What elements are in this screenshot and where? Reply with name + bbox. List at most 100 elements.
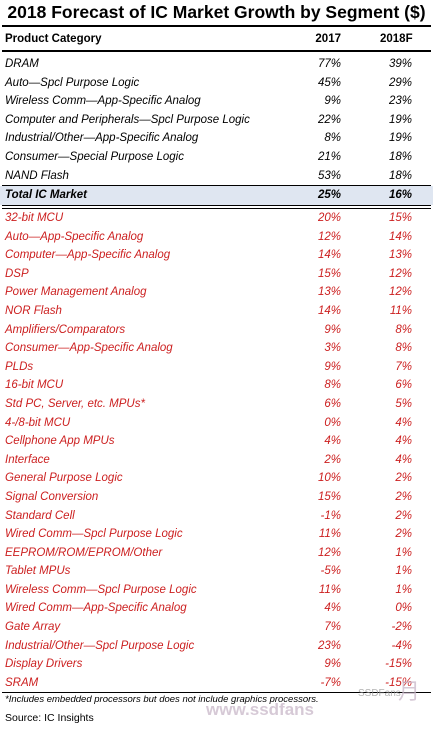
value-2018f-cell: 39% [388, 58, 412, 70]
header-rule [2, 50, 431, 52]
table-row: 16-bit MCU 8% 6% [0, 376, 433, 395]
value-2017-cell: 8% [324, 379, 341, 392]
category-cell: Computer—App-Specific Analog [5, 249, 171, 262]
table-row: General Purpose Logic 10% 2% [0, 469, 433, 488]
footer-rule [2, 692, 431, 693]
value-2017-cell: 53% [317, 169, 341, 182]
category-cell: Gate Array [5, 621, 61, 634]
value-2018f-cell: 6% [395, 379, 412, 392]
value-2017-cell: 9% [324, 360, 341, 373]
table-row: Amplifiers/Comparators 9% 8% [0, 321, 433, 340]
category-cell: General Purpose Logic [5, 472, 123, 485]
value-2017-cell: 11% [318, 528, 341, 541]
total-row: Total IC Market 25% 16% [0, 186, 433, 205]
table-row: Wired Comm—App-Specific Analog 4% 0% [0, 599, 433, 618]
value-2018f-cell: -2% [391, 621, 412, 634]
watermark-site: www.ssdfans [206, 700, 315, 719]
table-row: Gate Array 7% -2% [0, 618, 433, 637]
table-row: Tablet MPUs -5% 1% [0, 562, 433, 581]
category-cell: Display Drivers [5, 658, 83, 671]
category-cell: Wired Comm—App-Specific Analog [5, 602, 187, 615]
value-2018f-cell: 15% [388, 212, 412, 224]
value-2017-cell: 7% [324, 621, 341, 634]
table-row: Display Drivers 9% -15% [0, 655, 433, 674]
value-2017-cell: 21% [317, 150, 341, 163]
header-product-category: Product Category [5, 33, 102, 45]
value-2017-cell: 20% [317, 212, 341, 224]
value-2018f-cell: 19% [388, 132, 412, 145]
category-cell: EEPROM/ROM/EPROM/Other [5, 546, 163, 559]
value-2017-cell: 12% [317, 230, 341, 243]
value-2017-cell: -5% [320, 565, 341, 578]
category-cell: Auto—Spcl Purpose Logic [5, 76, 140, 89]
value-2017-cell: 25% [317, 189, 341, 201]
value-2018f-cell: 16% [388, 189, 412, 201]
watermark-tag: SSDFans [358, 688, 401, 699]
value-2018f-cell: 12% [388, 267, 412, 280]
value-2018f-cell: 13% [388, 249, 412, 262]
table-row: Auto—Spcl Purpose Logic 45% 29% [0, 74, 433, 93]
table-row: Consumer—Special Purpose Logic 21% 18% [0, 148, 433, 167]
table-row: Standard Cell -1% 2% [0, 507, 433, 526]
category-cell: SRAM [5, 676, 39, 689]
table-row: Computer and Peripherals—Spcl Purpose Lo… [0, 111, 433, 130]
category-cell: DRAM [5, 58, 39, 70]
value-2018f-cell: 1% [395, 583, 412, 596]
table-row: Interface 2% 4% [0, 451, 433, 470]
category-cell: Std PC, Server, etc. MPUs* [5, 397, 145, 410]
value-2018f-cell: 7% [395, 360, 412, 373]
value-2018f-cell: 14% [388, 230, 412, 243]
category-cell: Total IC Market [5, 189, 88, 201]
table-title: 2018 Forecast of IC Market Growth by Seg… [7, 2, 426, 22]
value-2018f-cell: 8% [395, 342, 412, 355]
value-2018f-cell: 19% [388, 113, 412, 126]
category-cell: Signal Conversion [5, 490, 99, 503]
value-2018f-cell: 4% [395, 453, 412, 466]
value-2018f-cell: 2% [395, 490, 412, 503]
category-cell: Wireless Comm—App-Specific Analog [5, 95, 201, 108]
source-line: Source: IC Insights [5, 712, 94, 724]
value-2017-cell: 15% [317, 490, 341, 503]
value-2017-cell: 15% [317, 267, 341, 280]
value-2018f-cell: 18% [388, 169, 412, 182]
value-2018f-cell: 1% [395, 546, 412, 559]
value-2017-cell: 4% [324, 435, 341, 448]
table-row: Industrial/Other—Spcl Purpose Logic 23% -4… [0, 637, 433, 656]
category-cell: Tablet MPUs [5, 565, 71, 578]
value-2018f-cell: 11% [389, 304, 412, 317]
category-cell: DSP [5, 267, 29, 280]
value-2018f-cell: 2% [395, 472, 412, 485]
value-2017-cell: 14% [317, 249, 341, 262]
category-cell: Cellphone App MPUs [5, 435, 115, 448]
top-segment-rows: DRAM 77% 39% Auto—Spcl Purpose Logic 45% 29% W… [0, 55, 433, 185]
value-2017-cell: 0% [324, 416, 341, 429]
table-row: Cellphone App MPUs 4% 4% [0, 432, 433, 451]
value-2018f-cell: 4% [395, 416, 412, 429]
category-cell: NOR Flash [5, 304, 62, 317]
table-row: EEPROM/ROM/EPROM/Other 12% 1% [0, 544, 433, 563]
value-2017-cell: 9% [324, 658, 341, 671]
section-divider [2, 205, 431, 206]
total-top-rule [2, 185, 431, 186]
value-2017-cell: 9% [324, 95, 341, 108]
value-2017-cell: 6% [324, 397, 341, 410]
value-2017-cell: 3% [324, 342, 341, 355]
table-row: DRAM 77% 39% [0, 55, 433, 74]
value-2017-cell: -7% [320, 676, 341, 689]
value-2018f-cell: 18% [388, 150, 412, 163]
value-2018f-cell: 2% [395, 509, 412, 522]
category-cell: Auto—App-Specific Analog [5, 230, 144, 243]
table-row: Wireless Comm—Spcl Purpose Logic 11% 1% [0, 581, 433, 600]
table-row: Std PC, Server, etc. MPUs* 6% 5% [0, 395, 433, 414]
table-row: 4-/8-bit MCU 0% 4% [0, 414, 433, 433]
value-2018f-cell: 0% [395, 602, 412, 615]
category-cell: Computer and Peripherals—Spcl Purpose Lo… [5, 113, 250, 126]
value-2018f-cell: 8% [395, 323, 412, 336]
table-row: DSP 15% 12% [0, 265, 433, 284]
value-2018f-cell: 5% [395, 397, 412, 410]
table-row: SRAM -7% -15% [0, 674, 433, 693]
category-cell: 16-bit MCU [5, 379, 64, 392]
value-2017-cell: 8% [324, 132, 341, 145]
category-cell: Interface [5, 453, 50, 466]
value-2017-cell: 10% [317, 472, 341, 485]
